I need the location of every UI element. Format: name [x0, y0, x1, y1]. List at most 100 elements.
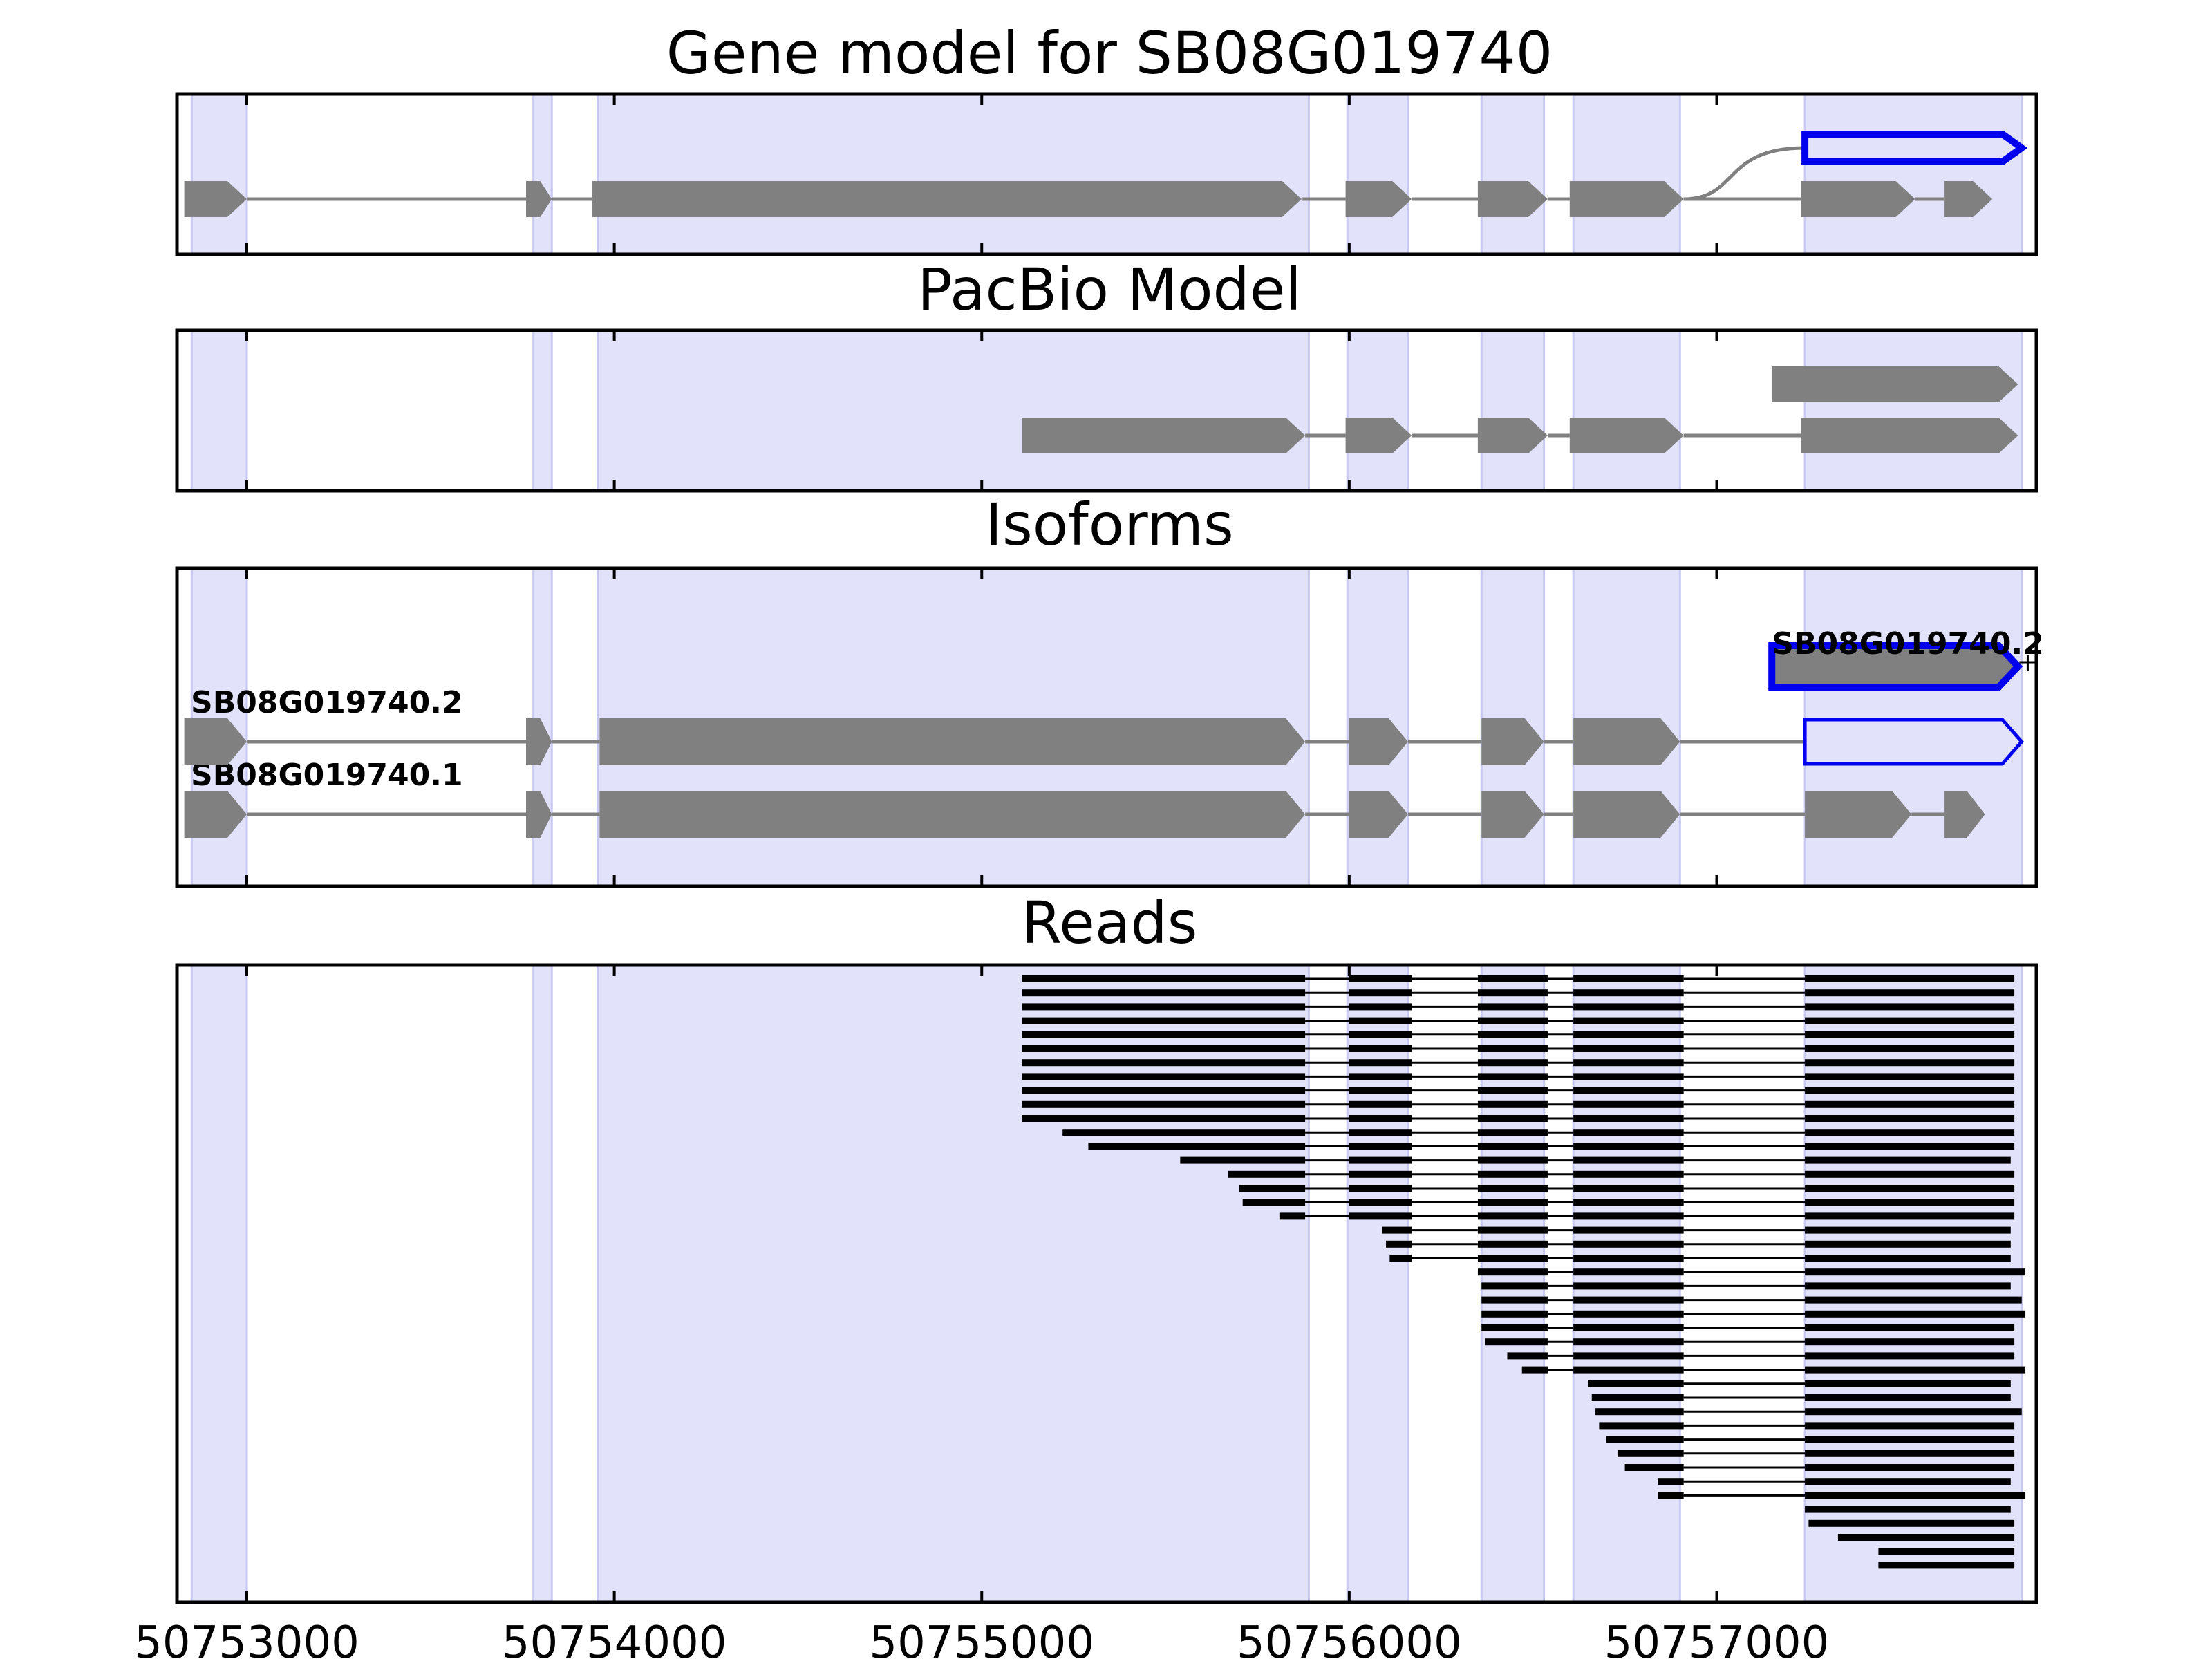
read-block [1477, 1100, 1548, 1108]
read-block [1573, 1156, 1684, 1164]
read-block [1477, 975, 1548, 982]
read-block [1022, 1073, 1306, 1080]
read-block [1239, 1185, 1306, 1192]
exon-block [1805, 791, 1912, 838]
exon-region-shade [190, 964, 248, 1604]
read-block [1022, 975, 1306, 982]
exon-region-shade [1346, 329, 1409, 492]
exon-block [1022, 418, 1306, 453]
read-block [1805, 1478, 2011, 1485]
read-block [1658, 1478, 1684, 1485]
read-block [1805, 989, 2015, 997]
panel-title: PacBio Model [917, 256, 1302, 324]
read-block [1573, 1059, 1684, 1067]
read-block [1022, 1100, 1306, 1108]
read-block [1658, 1492, 1684, 1499]
read-block [1805, 1129, 2015, 1136]
x-tick-label: 50756000 [1237, 1618, 1462, 1659]
read-block [1477, 989, 1548, 997]
read-block [1805, 1059, 2015, 1067]
exon-region-shade [597, 93, 1310, 256]
highlighted-exon [1803, 718, 2025, 766]
exon-block [526, 181, 552, 217]
read-block [1507, 1352, 1548, 1360]
read-block [1805, 1422, 2015, 1430]
read-block [1808, 1519, 2015, 1527]
read-block [1485, 1338, 1548, 1346]
read-block [1805, 1380, 2011, 1387]
read-block [1477, 1087, 1548, 1094]
exon-region-shade [1346, 93, 1409, 256]
read-block [1573, 1115, 1684, 1122]
read-block [1573, 1199, 1684, 1206]
reads-panel: Reads 50753000 50754000 50755000 50756000 50… [134, 889, 2038, 1659]
read-block [1573, 1003, 1684, 1011]
exon-region-shade [1346, 964, 1409, 1604]
read-block [1805, 1506, 2011, 1513]
read-block [1573, 1087, 1684, 1094]
read-block [1573, 1324, 1684, 1331]
read-block [1805, 1170, 2015, 1178]
read-block [1573, 1100, 1684, 1108]
exon-block [599, 718, 1306, 765]
read-block [1022, 1087, 1306, 1094]
exon-region-shade [190, 93, 248, 256]
read-block [1573, 1282, 1684, 1290]
highlighted-exon [1801, 131, 2028, 165]
read-block [1805, 1366, 2026, 1374]
exon-block [184, 718, 247, 765]
exon-region-shade [532, 329, 553, 492]
read-block [1349, 1156, 1412, 1164]
read-block [1477, 1255, 1548, 1262]
read-block [1805, 1324, 2015, 1331]
read-block [1349, 1059, 1412, 1067]
exon-region-shade [1480, 93, 1546, 256]
isoform-label: SB08G019740.1 [191, 758, 463, 793]
read-block [1624, 1464, 1684, 1471]
read-block [1242, 1199, 1306, 1206]
read-block [1477, 1199, 1548, 1206]
read-block [1805, 1087, 2015, 1094]
read-block [1573, 1255, 1684, 1262]
read-block [1477, 1268, 1548, 1276]
read-block [1805, 1100, 2015, 1108]
read-block [1573, 1310, 1684, 1318]
exon-block [1801, 418, 2018, 453]
read-block [1279, 1212, 1306, 1220]
read-block [1477, 1031, 1548, 1038]
read-block [1349, 1212, 1412, 1220]
isoform-label: SB08G019740.2 [1772, 626, 2044, 662]
read-block [1573, 1129, 1684, 1136]
read-block [1805, 1143, 2015, 1150]
read-block [1022, 1031, 1306, 1038]
read-block [1805, 975, 2015, 982]
exon-block [1772, 366, 2018, 402]
read-block [1573, 1366, 1684, 1374]
read-block [1805, 1240, 2011, 1248]
read-block [1477, 1240, 1548, 1248]
exon-block [1569, 418, 1684, 453]
exon-region-shade [190, 329, 248, 492]
read-block [1805, 1408, 2022, 1416]
isoforms-panel: Isoforms SB08G019740.1 SB08G019740.2 SB08G… [175, 491, 2044, 888]
read-block [1573, 1045, 1684, 1052]
exon-block [1481, 718, 1544, 765]
panel-title: Gene model for SB08G019740 [666, 19, 1553, 87]
read-block [1477, 1045, 1548, 1052]
read-block [1477, 1003, 1548, 1011]
read-block [1573, 1073, 1684, 1080]
read-block [1573, 1338, 1684, 1346]
exon-block [1573, 718, 1680, 765]
read-block [1477, 1143, 1548, 1150]
read-block [1180, 1156, 1306, 1164]
read-block [1477, 1073, 1548, 1080]
read-block [1349, 1003, 1412, 1011]
read-block [1573, 989, 1684, 997]
read-block [1228, 1170, 1306, 1178]
read-block [1606, 1436, 1684, 1443]
read-block [1805, 1492, 2026, 1499]
exon-block [1345, 418, 1412, 453]
read-block [1022, 1017, 1306, 1024]
read-block [1477, 1170, 1548, 1178]
read-block [1805, 1352, 2015, 1360]
